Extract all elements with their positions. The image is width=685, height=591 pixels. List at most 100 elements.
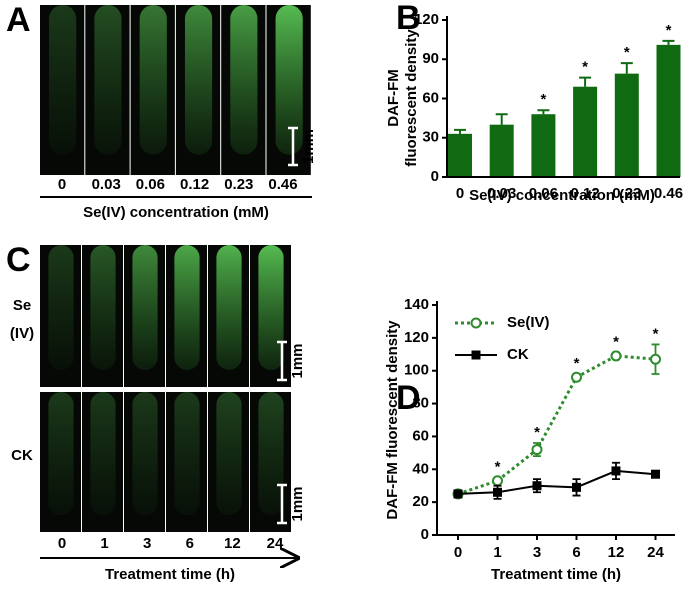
significance: * [534,424,540,441]
root-image [48,392,74,516]
root-image [174,245,200,370]
point [492,475,503,487]
root-image [132,245,158,370]
scale-label: 1mm [289,486,306,521]
error-bar [537,109,550,115]
point [493,487,502,497]
x-axis-title: Treatment time (h) [491,566,621,583]
row-label: CK [11,447,33,464]
x-tick-label: 0.06 [136,176,165,193]
y-tick-label: 0 [431,168,439,185]
significance: * [495,458,501,475]
y-tick-label: 20 [412,493,429,510]
panel-letter: B [396,0,421,37]
point [650,353,661,365]
point [611,466,621,476]
y-tick-label: 100 [404,362,429,379]
x-tick-label: 0.03 [92,176,121,193]
x-tick-label: 0.03 [487,185,516,202]
y-tick-label: 120 [404,329,429,346]
error-bar [579,76,592,87]
x-tick-label: 0 [58,176,66,193]
x-tick-label: 12 [224,535,241,552]
point [453,489,463,499]
y-tick-label: 30 [422,129,439,146]
x-tick-label: 24 [647,544,664,561]
point [571,371,582,383]
legend-label: CK [507,346,529,363]
scale-bar [288,126,298,167]
x-axis-title: Se(IV) concentration (mM) [469,187,655,204]
y-tick-label: 0 [421,526,429,543]
legend-marker [470,317,482,329]
root-image [230,5,258,155]
y-tick-label: 40 [412,460,429,477]
x-tick-label: 0.23 [224,176,253,193]
y-tick-label: 120 [414,11,439,28]
x-tick-label: 1 [100,535,108,552]
x-tick-label: 3 [143,535,151,552]
x-axis-title: Treatment time (h) [105,566,235,583]
micrographs [40,5,311,532]
significance: * [666,22,672,39]
error-bar [620,62,633,74]
panel-letter: D [396,379,421,417]
bar [573,86,598,177]
point [531,444,543,456]
root-image [216,392,242,516]
x-tick-label: 6 [572,544,580,561]
significance: * [624,44,630,61]
y-axis-title: fluorescent density [403,29,420,167]
series-line [457,469,656,495]
x-tick-label: 0.06 [529,185,558,202]
root-image [90,245,116,370]
scale-label: 1mm [289,343,306,378]
root-image [94,5,122,155]
panel-letter: A [6,1,31,39]
axes [436,301,675,536]
legend-label: Se(IV) [507,314,550,331]
point [532,481,542,491]
root-image [174,392,200,516]
x-tick-label: 3 [533,544,541,561]
root-image [49,5,77,155]
point [651,469,660,479]
panel-letter: C [6,241,31,279]
point [610,350,622,362]
scale-bar [277,483,287,525]
x-tick-label: 0 [456,185,464,202]
x-tick-label: 24 [267,535,284,552]
legend-marker [471,350,481,360]
error-bar [662,39,675,45]
point [572,482,581,492]
series-line [457,354,656,496]
x-tick-label: 6 [186,535,194,552]
root-image [216,245,242,370]
scale-label: 1mm [300,129,317,164]
significance: * [653,325,659,342]
error-bar [454,128,466,134]
root-image [132,392,158,516]
row-label: (IV) [10,325,34,342]
x-tick-label: 12 [608,544,625,561]
bar [448,133,472,177]
y-axis-title: DAF-FM [385,69,402,126]
significance: * [540,91,546,108]
root-image [90,392,116,516]
row-label: Se [13,297,31,314]
y-axis-title: DAF-FM fluorescent density [384,320,401,520]
significance: * [613,334,619,351]
scale-bar [277,340,287,382]
root-image [48,245,74,370]
axes [446,16,680,178]
x-tick-label: 1 [493,544,501,561]
error-bar [495,113,508,125]
x-tick-label: 0 [58,535,66,552]
x-tick-label: 0.12 [570,185,599,202]
x-tick-label: 0.23 [612,185,641,202]
root-image [258,392,284,516]
bar [656,44,681,177]
x-tick-label: 0.12 [180,176,209,193]
y-tick-label: 60 [412,427,429,444]
